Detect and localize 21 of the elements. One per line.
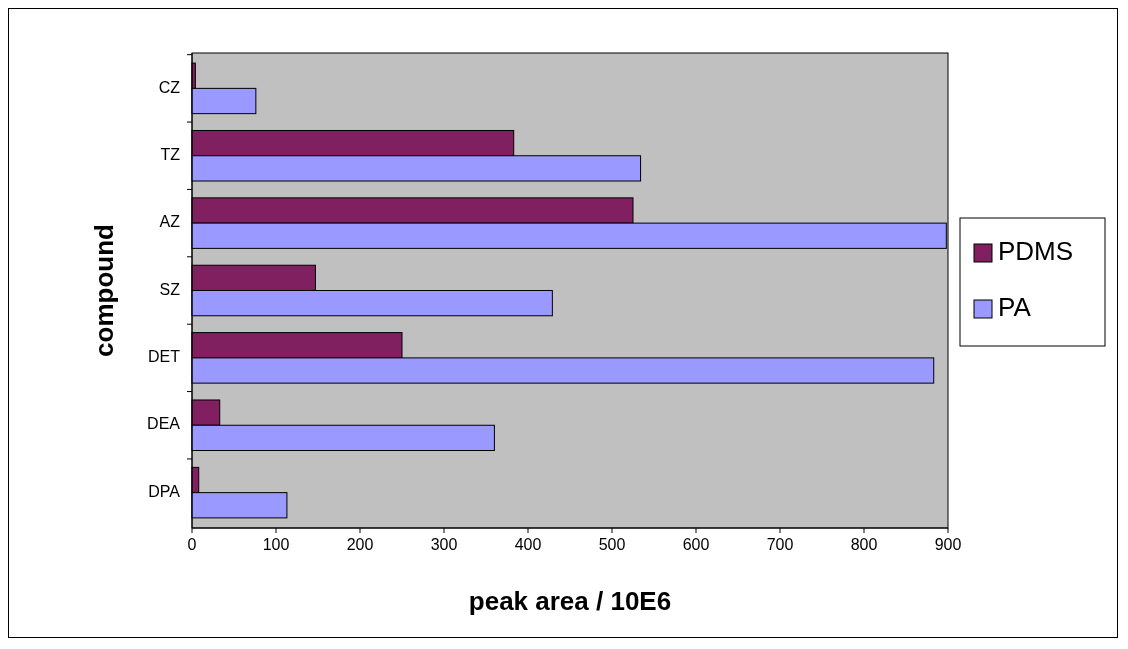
x-tick-label: 400 [514,536,542,553]
y-axis-title: compound [89,224,119,357]
x-tick-label: 500 [598,536,626,553]
y-tick-label: TZ [160,145,181,163]
x-tick-label: 800 [850,536,878,553]
x-axis-title: peak area / 10E6 [468,586,672,616]
y-tick-label: CZ [158,78,181,96]
legend-label: PDMS [998,235,1074,266]
x-tick-label: 900 [934,536,962,553]
legend-label: PA [998,291,1032,322]
y-tick-label: SZ [159,280,181,298]
x-tick-label: 0 [187,536,197,553]
y-tick-label: DET [148,348,181,366]
y-tick-label: DEA [147,415,181,433]
x-tick-label: 600 [682,536,710,553]
x-tick-label: 100 [262,536,290,553]
x-tick-label: 200 [346,536,374,553]
x-tick-label: 300 [430,536,458,553]
y-tick-label: DPA [148,482,181,500]
x-tick-label: 700 [766,536,794,553]
y-tick-label: AZ [159,213,181,231]
